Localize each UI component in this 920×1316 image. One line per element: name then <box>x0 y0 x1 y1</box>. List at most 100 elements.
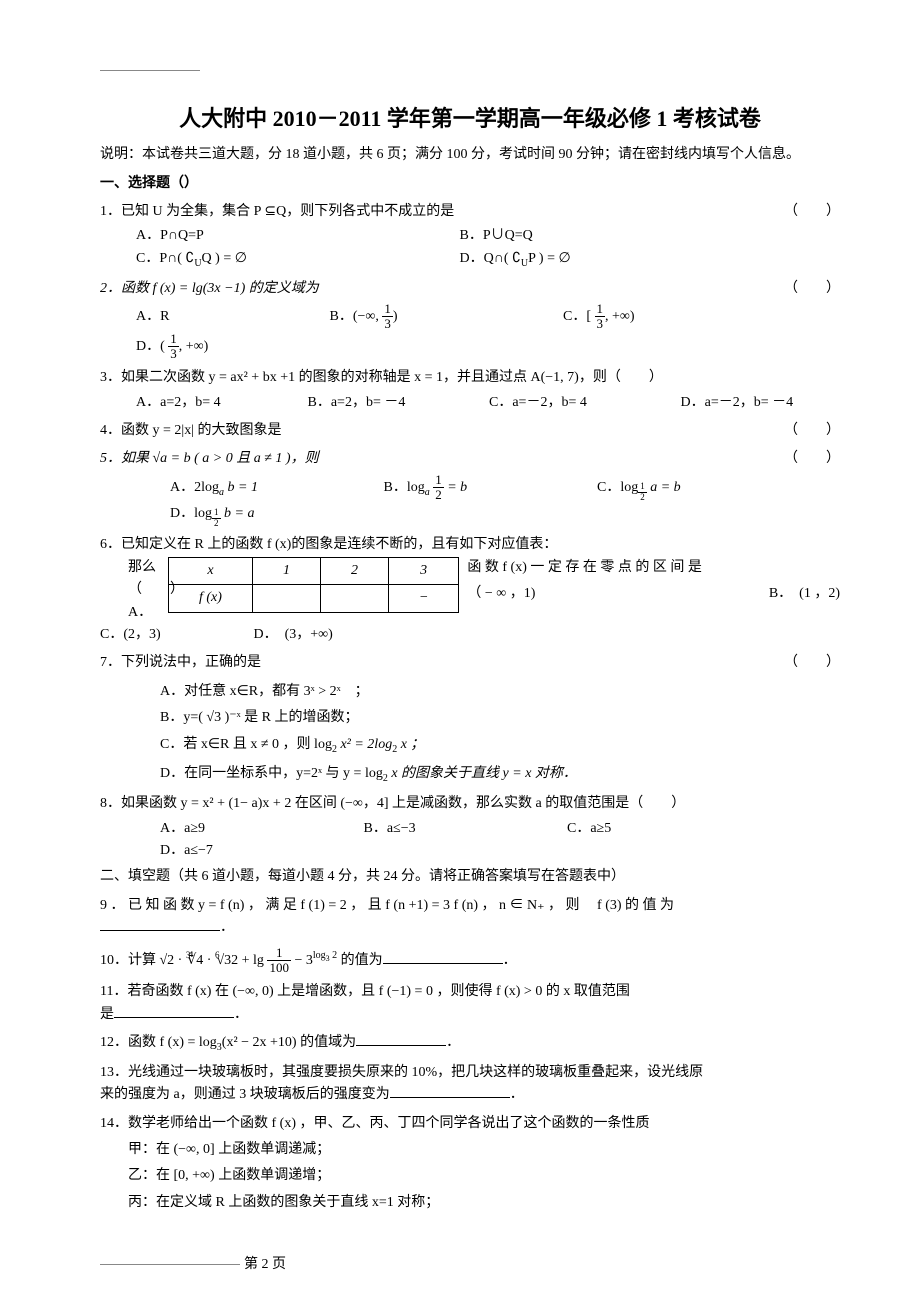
q6-th-x: x <box>169 557 253 584</box>
q8-opt-b: B．a≤−3 <box>364 818 504 840</box>
q5b-post: = b <box>444 480 467 495</box>
q6-ab-line: （ − ∞ ，1) B． (1 ，2) <box>467 583 840 605</box>
table-row: f (x) − <box>169 585 459 612</box>
q1-opt-b: B．P∪Q=Q <box>460 225 533 247</box>
q2b-num: 1 <box>382 302 393 317</box>
q10-tail: 的值为 <box>337 953 383 968</box>
question-4: 4．函数 y = 2|x| 的大致图象是 （ ） <box>100 420 840 442</box>
q7d-pre: D．在同一坐标系中，y=2ˣ 与 y = log <box>160 766 383 781</box>
q2c-pre: C．[ <box>563 309 595 324</box>
q6-opt-c: C．(2，3) <box>100 624 250 646</box>
q2b-pre: B．(−∞, <box>330 309 383 324</box>
q10-num: 1 <box>267 946 291 961</box>
question-6-stem: 6．已知定义在 R 上的函数 f (x)的图象是连续不断的，且有如下对应值表： <box>100 534 840 556</box>
q6-td-3: 3 <box>388 557 458 584</box>
q2d-den: 3 <box>168 347 179 361</box>
q5b-pre: B．log <box>384 480 425 495</box>
q10-exp-pre: log <box>313 950 326 961</box>
section-1-heading: 一、选择题（） <box>100 173 840 195</box>
q13-l2: 来的强度为 a，则通过 3 块玻璃板后的强度变为 <box>100 1087 390 1102</box>
q14-c: 丙：在定义域 R 上函数的图象关于直线 x=1 对称； <box>100 1192 840 1214</box>
q1-stem: 1．已知 U 为全集，集合 P ⊆Q，则下列各式中不成立的是 <box>100 204 454 219</box>
q3-opt-b: B．a=2，b= －4 <box>308 392 458 414</box>
q8-opt-a: A．a≥9 <box>160 818 300 840</box>
question-12: 12．函数 f (x) = log3(x² − 2x +10) 的值域为． <box>100 1032 840 1056</box>
blank-fill <box>356 1032 446 1046</box>
q2-opt-a: A．R <box>136 306 266 328</box>
question-3: 3．如果二次函数 y = ax² + bx +1 的图象的对称轴是 x = 1，… <box>100 367 840 389</box>
blank-fill <box>100 917 220 931</box>
q12-mid: (x² − 2x +10) 的值域为 <box>222 1035 356 1050</box>
q6-td-f2 <box>320 585 388 612</box>
question-14: 14．数学老师给出一个函数 f (x) ，甲、乙、丙、丁四个同学各说出了这个函数… <box>100 1113 840 1135</box>
q5c-post: a = b <box>647 480 681 495</box>
q13-tail: ． <box>510 1087 524 1102</box>
q6-right-text: 函 数 f (x) 一 定 存 在 零 点 的 区 间 是 <box>467 557 840 579</box>
q1-opt-c: C．P∩( ∁UQ ) = ∅ <box>136 248 396 272</box>
q10-pre: 10．计算 √2 · <box>100 953 186 968</box>
q2d-post: , +∞) <box>179 339 209 354</box>
q5-paren: （ ） <box>784 448 840 470</box>
q8-opt-d: D．a≤−7 <box>160 840 213 862</box>
q7-opt-c: C．若 x∈R 且 x ≠ 0 ，则 log2 x² = 2log2 x ； <box>160 734 840 758</box>
q6-left-col: 那么 （ ） A． <box>100 557 160 624</box>
question-10: 10．计算 √2 · 3∜4 · 6√32 + lg 1100 − 3log3 … <box>100 946 840 976</box>
q6-opt-d: D． (3，+∞) <box>254 627 333 642</box>
q1-options: A．P∩Q=P B．P∪Q=Q C．P∩( ∁UQ ) = ∅ D．Q∩( ∁U… <box>100 225 840 271</box>
q5-stem: 5．如果 √a = b ( a > 0 且 a ≠ 1 )，则 <box>100 451 319 466</box>
q5a-post: b = 1 <box>224 480 258 495</box>
q2c-num: 1 <box>595 302 606 317</box>
question-2: 2．函数 f (x) = lg(3x −1) 的定义域为 （ ） <box>100 278 840 300</box>
q3-options: A．a=2，b= 4 B．a=2，b= －4 C．a=－2，b= 4 D．a=－… <box>100 392 840 414</box>
q2b-post: ) <box>393 309 398 324</box>
question-11: 11．若奇函数 f (x) 在 (−∞, 0) 上是增函数，且 f (−1) =… <box>100 981 840 1003</box>
q8-opt-c: C．a≥5 <box>567 818 707 840</box>
q1c-post: Q ) = ∅ <box>202 251 247 266</box>
question-1: 1．已知 U 为全集，集合 P ⊆Q，则下列各式中不成立的是 （ ） <box>100 201 840 223</box>
q10-v4: ∜4 <box>187 953 203 968</box>
q6-table-row: 那么 （ ） A． x 1 2 3 f (x) − 函 数 f (x) 一 定 … <box>100 557 840 624</box>
q6-opt-b: B． (1 ，2) <box>769 583 840 605</box>
q6-left2: （ ） <box>128 579 160 601</box>
q5d-post: b = a <box>221 506 255 521</box>
q2-stem: 2．函数 f (x) = lg(3x −1) 的定义域为 <box>100 281 319 296</box>
q12-tail: ． <box>446 1035 460 1050</box>
q5-options: A．2loga b = 1 B．loga 12 = b C．log12 a = … <box>100 473 840 529</box>
question-5: 5．如果 √a = b ( a > 0 且 a ≠ 1 )，则 （ ） <box>100 448 840 470</box>
q2-opt-b: B．(−∞, 13) <box>330 302 500 332</box>
q9-tail: ． <box>220 920 234 935</box>
q6-td-f3: − <box>388 585 458 612</box>
q9-blank-line: ． <box>100 917 840 939</box>
q11-l2: 是 <box>100 1007 114 1022</box>
question-8: 8．如果函数 y = x² + (1− a)x + 2 在区间 (−∞，4] 上… <box>100 793 840 815</box>
q7c-pre: C．若 x∈R 且 x ≠ 0 ，则 log <box>160 737 332 752</box>
q3-opt-a: A．a=2，b= 4 <box>136 392 276 414</box>
q5c-den: 2 <box>638 493 647 503</box>
q4-stem: 4．函数 y = 2|x| 的大致图象是 <box>100 423 282 438</box>
q2d-pre: D．( <box>136 339 168 354</box>
q7d-post: x 的图象关于直线 y = x 对称． <box>388 766 577 781</box>
q2b-den: 3 <box>382 317 393 331</box>
q10-v32: √32 <box>216 953 238 968</box>
q6-cd-line: C．(2，3) D． (3，+∞) <box>100 624 840 646</box>
q7-stem: 7．下列说法中，正确的是 <box>100 655 261 670</box>
q7-options: A．对任意 x∈R，都有 3ˣ > 2ˣ ； B．y=( √3 )⁻ˣ 是 R … <box>100 681 840 787</box>
question-13-l1: 13．光线通过一块玻璃板时，其强度要损失原来的 10%，把几块这样的玻璃板重叠起… <box>100 1062 840 1084</box>
q5-opt-d: D．log12 b = a <box>170 503 254 529</box>
q14-b: 乙：在 [0, +∞) 上函数单调递增； <box>100 1165 840 1187</box>
q6-th-fx: f (x) <box>169 585 253 612</box>
q5d-num: 1 <box>212 508 221 519</box>
q2-opt-c: C．[ 13, +∞) <box>563 302 723 332</box>
q8-options: A．a≥9 B．a≤−3 C．a≥5 D．a≤−7 <box>100 818 840 863</box>
q2c-post: , +∞) <box>605 309 635 324</box>
question-9: 9 ． 已 知 函 数 y = f (n) ， 满 足 f (1) = 2 ， … <box>100 895 840 917</box>
q3-opt-d: D．a=－2，b= －4 <box>681 392 794 414</box>
q10-dot: · <box>203 953 215 968</box>
q6-opt-a-tail: （ − ∞ ，1) <box>467 586 535 601</box>
q7-opt-d: D．在同一坐标系中，y=2ˣ 与 y = log2 x 的图象关于直线 y = … <box>160 763 840 787</box>
q5b-num: 1 <box>433 473 444 488</box>
exam-desc: 说明：本试卷共三道大题，分 18 道小题，共 6 页；满分 100 分，考试时间… <box>100 144 840 166</box>
q4-paren: （ ） <box>784 420 840 442</box>
q11-line2: 是． <box>100 1004 840 1026</box>
q6-right-col: 函 数 f (x) 一 定 存 在 零 点 的 区 间 是 （ − ∞ ，1) … <box>467 557 840 606</box>
